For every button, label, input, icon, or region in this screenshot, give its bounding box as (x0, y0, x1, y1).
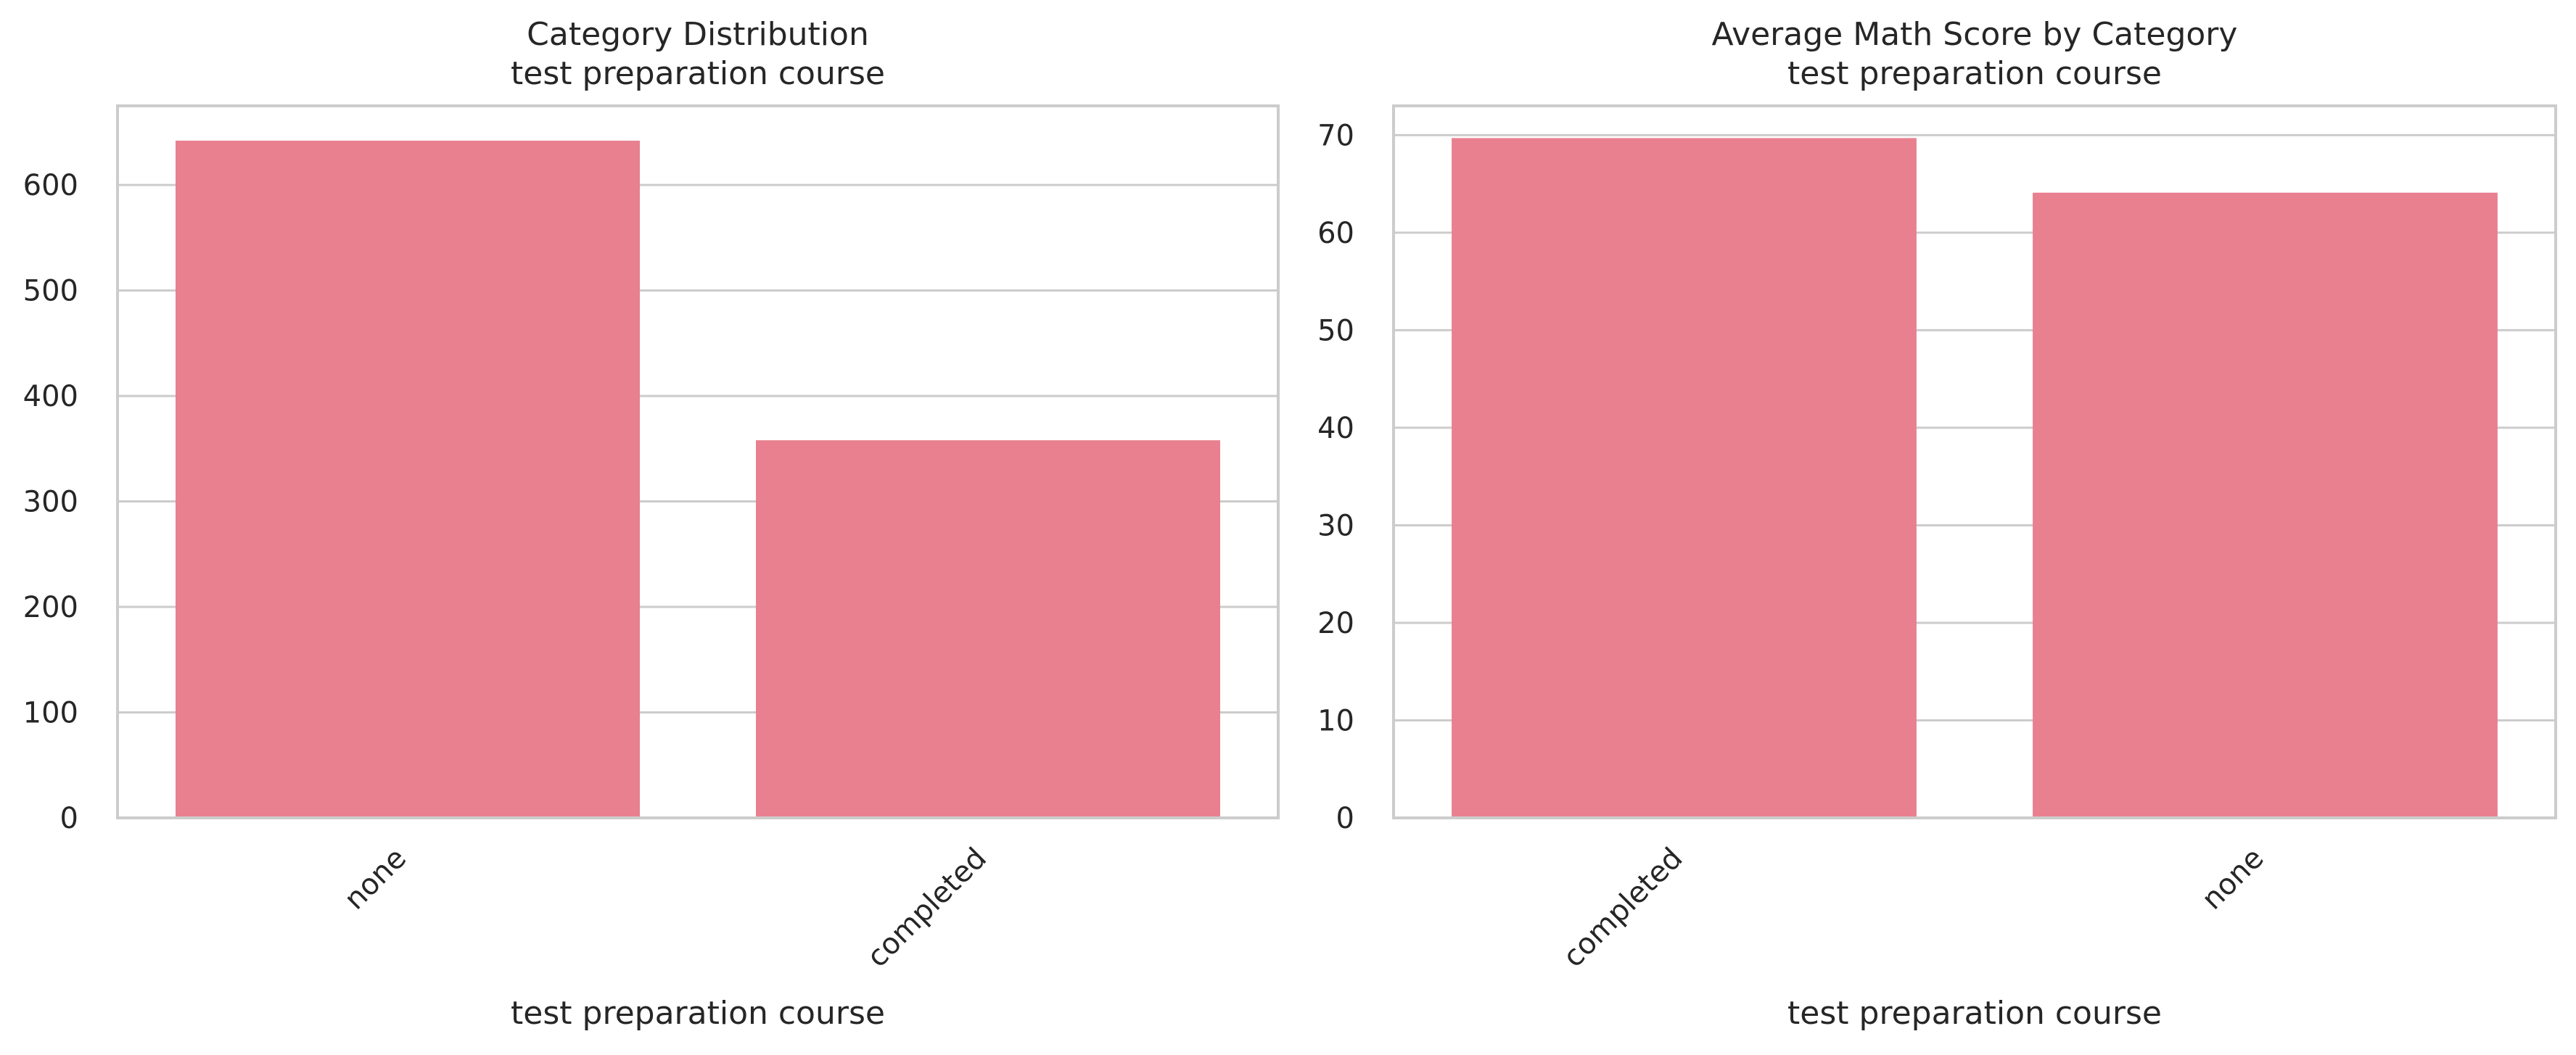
y-tick-label: 40 (1317, 412, 1354, 445)
x-tick-label: completed (860, 842, 993, 975)
bar-none (2033, 192, 2498, 819)
y-tick-label: 200 (23, 591, 78, 624)
y-tick-label: 20 (1317, 607, 1354, 640)
chart-subtitle: test preparation course (1787, 55, 2162, 92)
chart-title: Category Distribution (527, 16, 869, 53)
y-tick-label: 10 (1317, 704, 1354, 737)
y-tick-label: 0 (60, 802, 78, 835)
plot-frame (1392, 104, 2557, 819)
x-tick-label: completed (1557, 842, 1690, 975)
y-tick-label: 500 (23, 275, 78, 308)
chart-average-math-score: Average Math Score by Category test prep… (1317, 16, 2557, 1032)
x-tick-label: none (338, 842, 413, 917)
x-axis-label: test preparation course (1787, 995, 2162, 1032)
chart-title: Average Math Score by Category (1712, 16, 2238, 53)
bar-completed (1452, 138, 1917, 818)
y-tick-label: 60 (1317, 217, 1354, 250)
y-tick-label: 50 (1317, 314, 1354, 347)
y-tick-label: 30 (1317, 509, 1354, 542)
x-tick-label: none (2195, 842, 2270, 917)
y-tick-label: 0 (1336, 802, 1354, 835)
y-tick-label: 70 (1317, 119, 1354, 152)
y-tick-label: 100 (23, 697, 78, 730)
y-tick-label: 300 (23, 486, 78, 519)
chart-subtitle: test preparation course (511, 55, 885, 92)
y-tick-label: 600 (23, 169, 78, 202)
bar-completed (756, 440, 1220, 818)
plot-frame (116, 104, 1280, 819)
y-tick-label: 400 (23, 380, 78, 413)
chart-category-distribution: Category Distribution test preparation c… (23, 16, 1280, 1032)
x-axis-label: test preparation course (511, 995, 885, 1032)
bar-none (176, 141, 640, 818)
